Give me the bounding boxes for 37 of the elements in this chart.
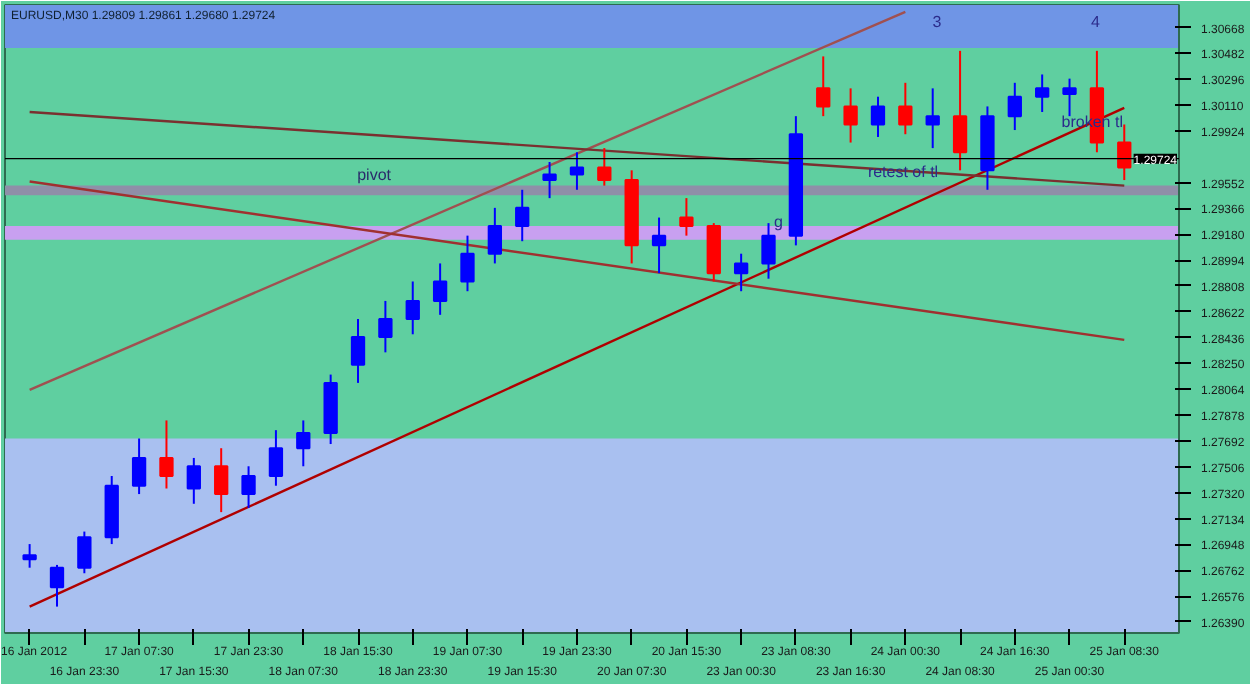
candlestick bbox=[350, 318, 366, 384]
candlestick bbox=[214, 447, 229, 514]
candlestick bbox=[515, 188, 530, 243]
candlestick bbox=[1062, 77, 1077, 118]
candlestick bbox=[460, 234, 475, 293]
candlestick bbox=[1035, 73, 1050, 113]
candlestick bbox=[679, 197, 694, 237]
candlestick bbox=[870, 95, 886, 138]
candlestick bbox=[432, 262, 448, 316]
candlestick bbox=[159, 419, 174, 490]
candlestick bbox=[651, 216, 667, 275]
candlestick bbox=[569, 151, 585, 191]
annotation: 4 bbox=[1090, 12, 1101, 31]
candlestick bbox=[952, 49, 968, 172]
annotation: 3 bbox=[932, 12, 943, 31]
candlestick bbox=[487, 206, 503, 265]
candlestick bbox=[542, 161, 557, 200]
candlestick bbox=[131, 437, 147, 496]
band-label: pivot bbox=[357, 165, 393, 184]
candlestick bbox=[761, 222, 776, 280]
candlestick bbox=[706, 222, 721, 283]
candlestick bbox=[405, 280, 420, 336]
candlestick bbox=[898, 81, 913, 136]
candlestick bbox=[597, 147, 612, 187]
candlestick bbox=[296, 419, 311, 468]
candlestick bbox=[22, 543, 37, 569]
candlestick bbox=[925, 87, 940, 150]
candlestick bbox=[378, 299, 393, 354]
candlestick bbox=[1007, 81, 1022, 132]
candlestick bbox=[816, 55, 831, 118]
candlestick bbox=[268, 429, 284, 487]
candlestick bbox=[49, 563, 65, 608]
candlestick bbox=[733, 252, 749, 293]
candlestick bbox=[843, 87, 858, 144]
candlestick bbox=[186, 456, 201, 505]
candlestick bbox=[77, 530, 92, 575]
candlestick bbox=[241, 465, 256, 509]
